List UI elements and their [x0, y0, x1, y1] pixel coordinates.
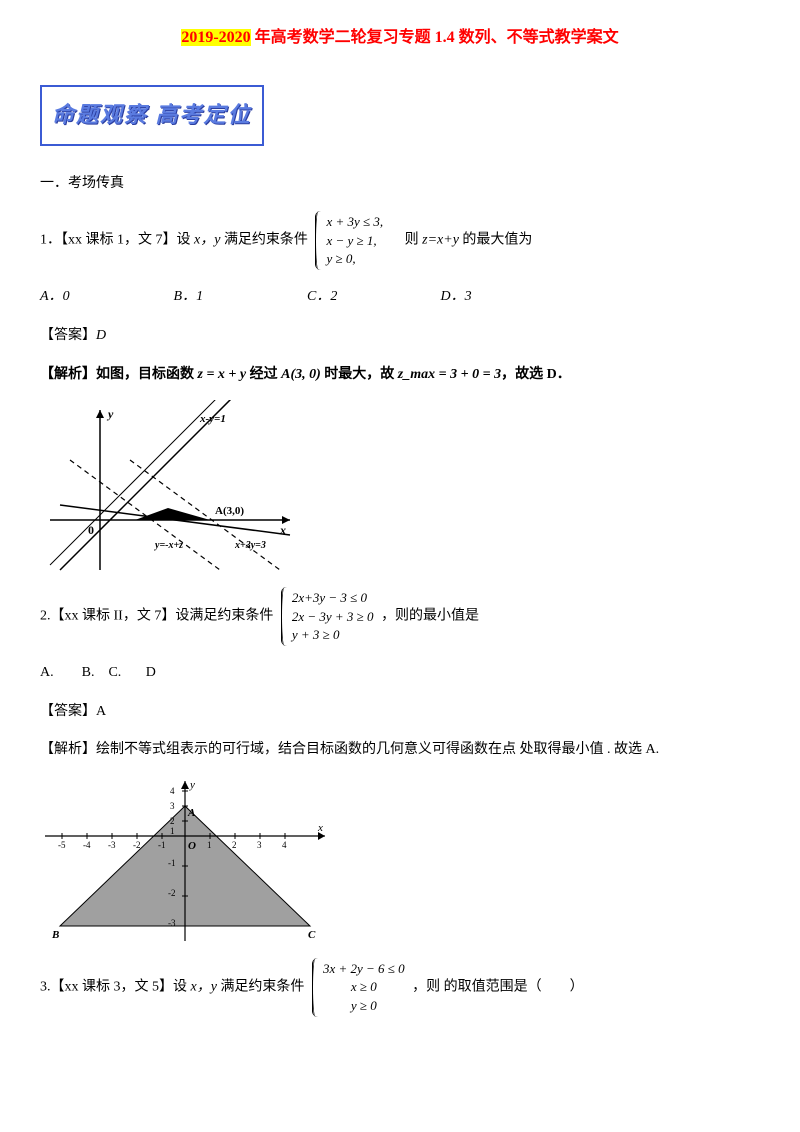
p1-analysis: 【解析】如图，目标函数 z = x + y 经过 A(3, 0) 时最大，故 z… [40, 360, 760, 391]
p1-prefix: 1．【xx 课标 1，文 7】设 [40, 233, 194, 248]
problem-1: 1．【xx 课标 1，文 7】设 x，y 满足约束条件 x + 3y ≤ 3, … [40, 211, 760, 270]
fig2-b-label: B [51, 929, 59, 941]
answer-value: D [96, 328, 106, 343]
p1-mid: 满足约束条件 [220, 233, 311, 248]
svg-text:-2: -2 [133, 840, 141, 850]
answer-value: A [96, 704, 106, 719]
banner-text: 命题观察 高考定位 [52, 102, 252, 127]
sys-line: y ≥ 0, [326, 250, 383, 268]
svg-text:-1: -1 [158, 840, 166, 850]
fig1-line3: x+3y=3 [234, 540, 266, 551]
sys-line: x ≥ 0 [323, 978, 405, 996]
p1-vars: x，y [194, 233, 220, 248]
fig1-x-label: x [279, 523, 286, 537]
p2-suffix: ，则的最小值是 [381, 609, 479, 624]
problem-2: 2.【xx 课标 II，文 7】设满足约束条件 2x+3y − 3 ≤ 0 2x… [40, 587, 760, 646]
figure-1: y x 0 A(3,0) x-y=1 y=-x+z x+3y=3 [40, 400, 760, 575]
choice-c: C．2 [307, 282, 437, 313]
svg-text:-1: -1 [168, 858, 176, 868]
p3-system: 3x + 2y − 6 ≤ 0 x ≥ 0 y ≥ 0 [312, 958, 405, 1017]
title-highlight: 2019-2020 [181, 29, 250, 46]
svg-text:-5: -5 [58, 840, 66, 850]
p2-answer: 【答案】A [40, 697, 760, 728]
svg-text:-4: -4 [83, 840, 91, 850]
p1-choices: A．0 B．1 C．2 D．3 [40, 282, 760, 313]
title-rest: 年高考数学二轮复习专题 1.4 数列、不等式教学案文 [251, 29, 619, 46]
choice-a: A．0 [40, 282, 170, 313]
p1-system: x + 3y ≤ 3, x − y ≥ 1, y ≥ 0, [315, 211, 383, 270]
choice-b: B．1 [174, 282, 304, 313]
sys-line: y ≥ 0 [323, 997, 405, 1015]
svg-text:1: 1 [207, 840, 212, 850]
p3-suffix: ，则 的取值范围是（ ） [412, 980, 584, 995]
choice-d: D．3 [441, 282, 501, 313]
svg-text:-2: -2 [168, 888, 176, 898]
svg-text:-3: -3 [108, 840, 116, 850]
fig2-o-label: O [188, 840, 196, 852]
fig2-a-label: A [187, 807, 195, 819]
doc-title: 2019-2020 年高考数学二轮复习专题 1.4 数列、不等式教学案文 [40, 20, 760, 55]
section-heading: 一．考场传真 [40, 169, 760, 200]
sys-line: 3x + 2y − 6 ≤ 0 [323, 960, 405, 978]
answer-label: 【答案】 [40, 704, 96, 719]
fig1-y-label: y [106, 407, 114, 421]
fig2-y-label: y [189, 779, 195, 791]
p3-prefix: 3.【xx 课标 3，文 5】设 [40, 980, 191, 995]
fig1-line2: y=-x+z [154, 540, 183, 551]
banner-box: 命题观察 高考定位 [40, 85, 264, 145]
svg-text:4: 4 [170, 786, 175, 796]
svg-text:2: 2 [232, 840, 237, 850]
p2-analysis: 【解析】绘制不等式组表示的可行域，结合目标函数的几何意义可得函数在点 处取得最小… [40, 735, 760, 766]
svg-text:2: 2 [170, 816, 175, 826]
sys-line: 2x+3y − 3 ≤ 0 [292, 589, 374, 607]
p3-mid: 满足约束条件 [217, 980, 308, 995]
problem-3: 3.【xx 课标 3，文 5】设 x，y 满足约束条件 3x + 2y − 6 … [40, 958, 760, 1017]
p1-answer: 【答案】D [40, 321, 760, 352]
fig1-line1: x-y=1 [199, 413, 226, 425]
fig2-c-label: C [308, 929, 316, 941]
svg-text:-3: -3 [168, 918, 176, 928]
p2-system: 2x+3y − 3 ≤ 0 2x − 3y + 3 ≥ 0 y + 3 ≥ 0 [281, 587, 374, 646]
svg-text:3: 3 [257, 840, 262, 850]
svg-text:1: 1 [170, 826, 175, 836]
p2-choices: A. B. C. D [40, 658, 760, 689]
figure-2: -5-4-3 -2-1 1234 4321 -1-2-3 y x O A B C [40, 776, 760, 946]
svg-text:3: 3 [170, 801, 175, 811]
fig1-a-label: A(3,0) [215, 505, 244, 517]
sys-line: x + 3y ≤ 3, [326, 213, 383, 231]
p1-suffix: 则 z=x+y 的最大值为 [391, 233, 533, 248]
fig2-x-label: x [317, 822, 323, 834]
fig1-o-label: 0 [88, 523, 94, 537]
sys-line: x − y ≥ 1, [326, 232, 383, 250]
p2-prefix: 2.【xx 课标 II，文 7】设满足约束条件 [40, 609, 277, 624]
sys-line: 2x − 3y + 3 ≥ 0 [292, 608, 374, 626]
answer-label: 【答案】 [40, 328, 96, 343]
sys-line: y + 3 ≥ 0 [292, 626, 374, 644]
p3-vars: x，y [191, 980, 217, 995]
svg-text:4: 4 [282, 840, 287, 850]
